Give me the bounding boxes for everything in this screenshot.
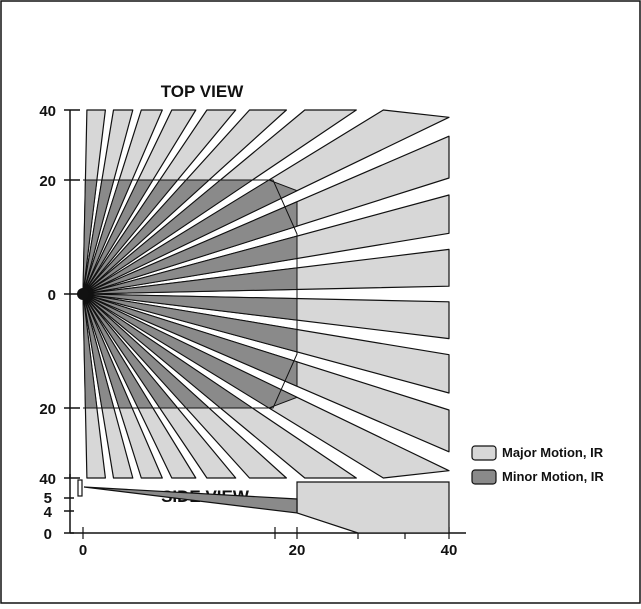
minor-motion-beam (82, 179, 299, 295)
side-view-x-label: 40 (441, 542, 458, 559)
legend-minor-label: Minor Motion, IR (502, 469, 604, 484)
side-view-x-label: 20 (289, 542, 306, 559)
minor-zone-outline (83, 179, 298, 409)
sensor-origin (77, 288, 89, 300)
legend-major-label: Major Motion, IR (502, 445, 604, 460)
side-view-tick-label: 4 (44, 504, 53, 521)
top-view-tick-label: 20 (39, 401, 56, 418)
minor-motion-beam (82, 293, 298, 387)
side-view-coverage (77, 479, 450, 534)
side-view-minor-zone (83, 486, 298, 514)
side-view-tick-label: 5 (44, 490, 52, 507)
side-view-x-label: 0 (79, 542, 87, 559)
top-view-tick-label: 40 (39, 471, 56, 488)
sensor-icon (77, 479, 83, 497)
top-view-tick-label: 0 (48, 287, 56, 304)
minor-motion-beam (82, 201, 298, 295)
coverage-fan (77, 109, 450, 479)
top-view-tick-label: 40 (39, 103, 56, 120)
legend-major-swatch (471, 445, 497, 461)
legend: Major Motion, IR Minor Motion, IR (471, 445, 604, 485)
legend-minor-swatch (471, 469, 497, 485)
side-view-major-zone (296, 481, 450, 534)
minor-zone-boundary (83, 179, 298, 409)
top-view-title: TOP VIEW (161, 82, 244, 101)
top-view-tick-label: 20 (39, 173, 56, 190)
side-view-tick-label: 0 (44, 526, 52, 543)
top-view-y-axis: 40 20 0 20 40 (39, 103, 80, 488)
minor-motion-beam (82, 293, 299, 409)
